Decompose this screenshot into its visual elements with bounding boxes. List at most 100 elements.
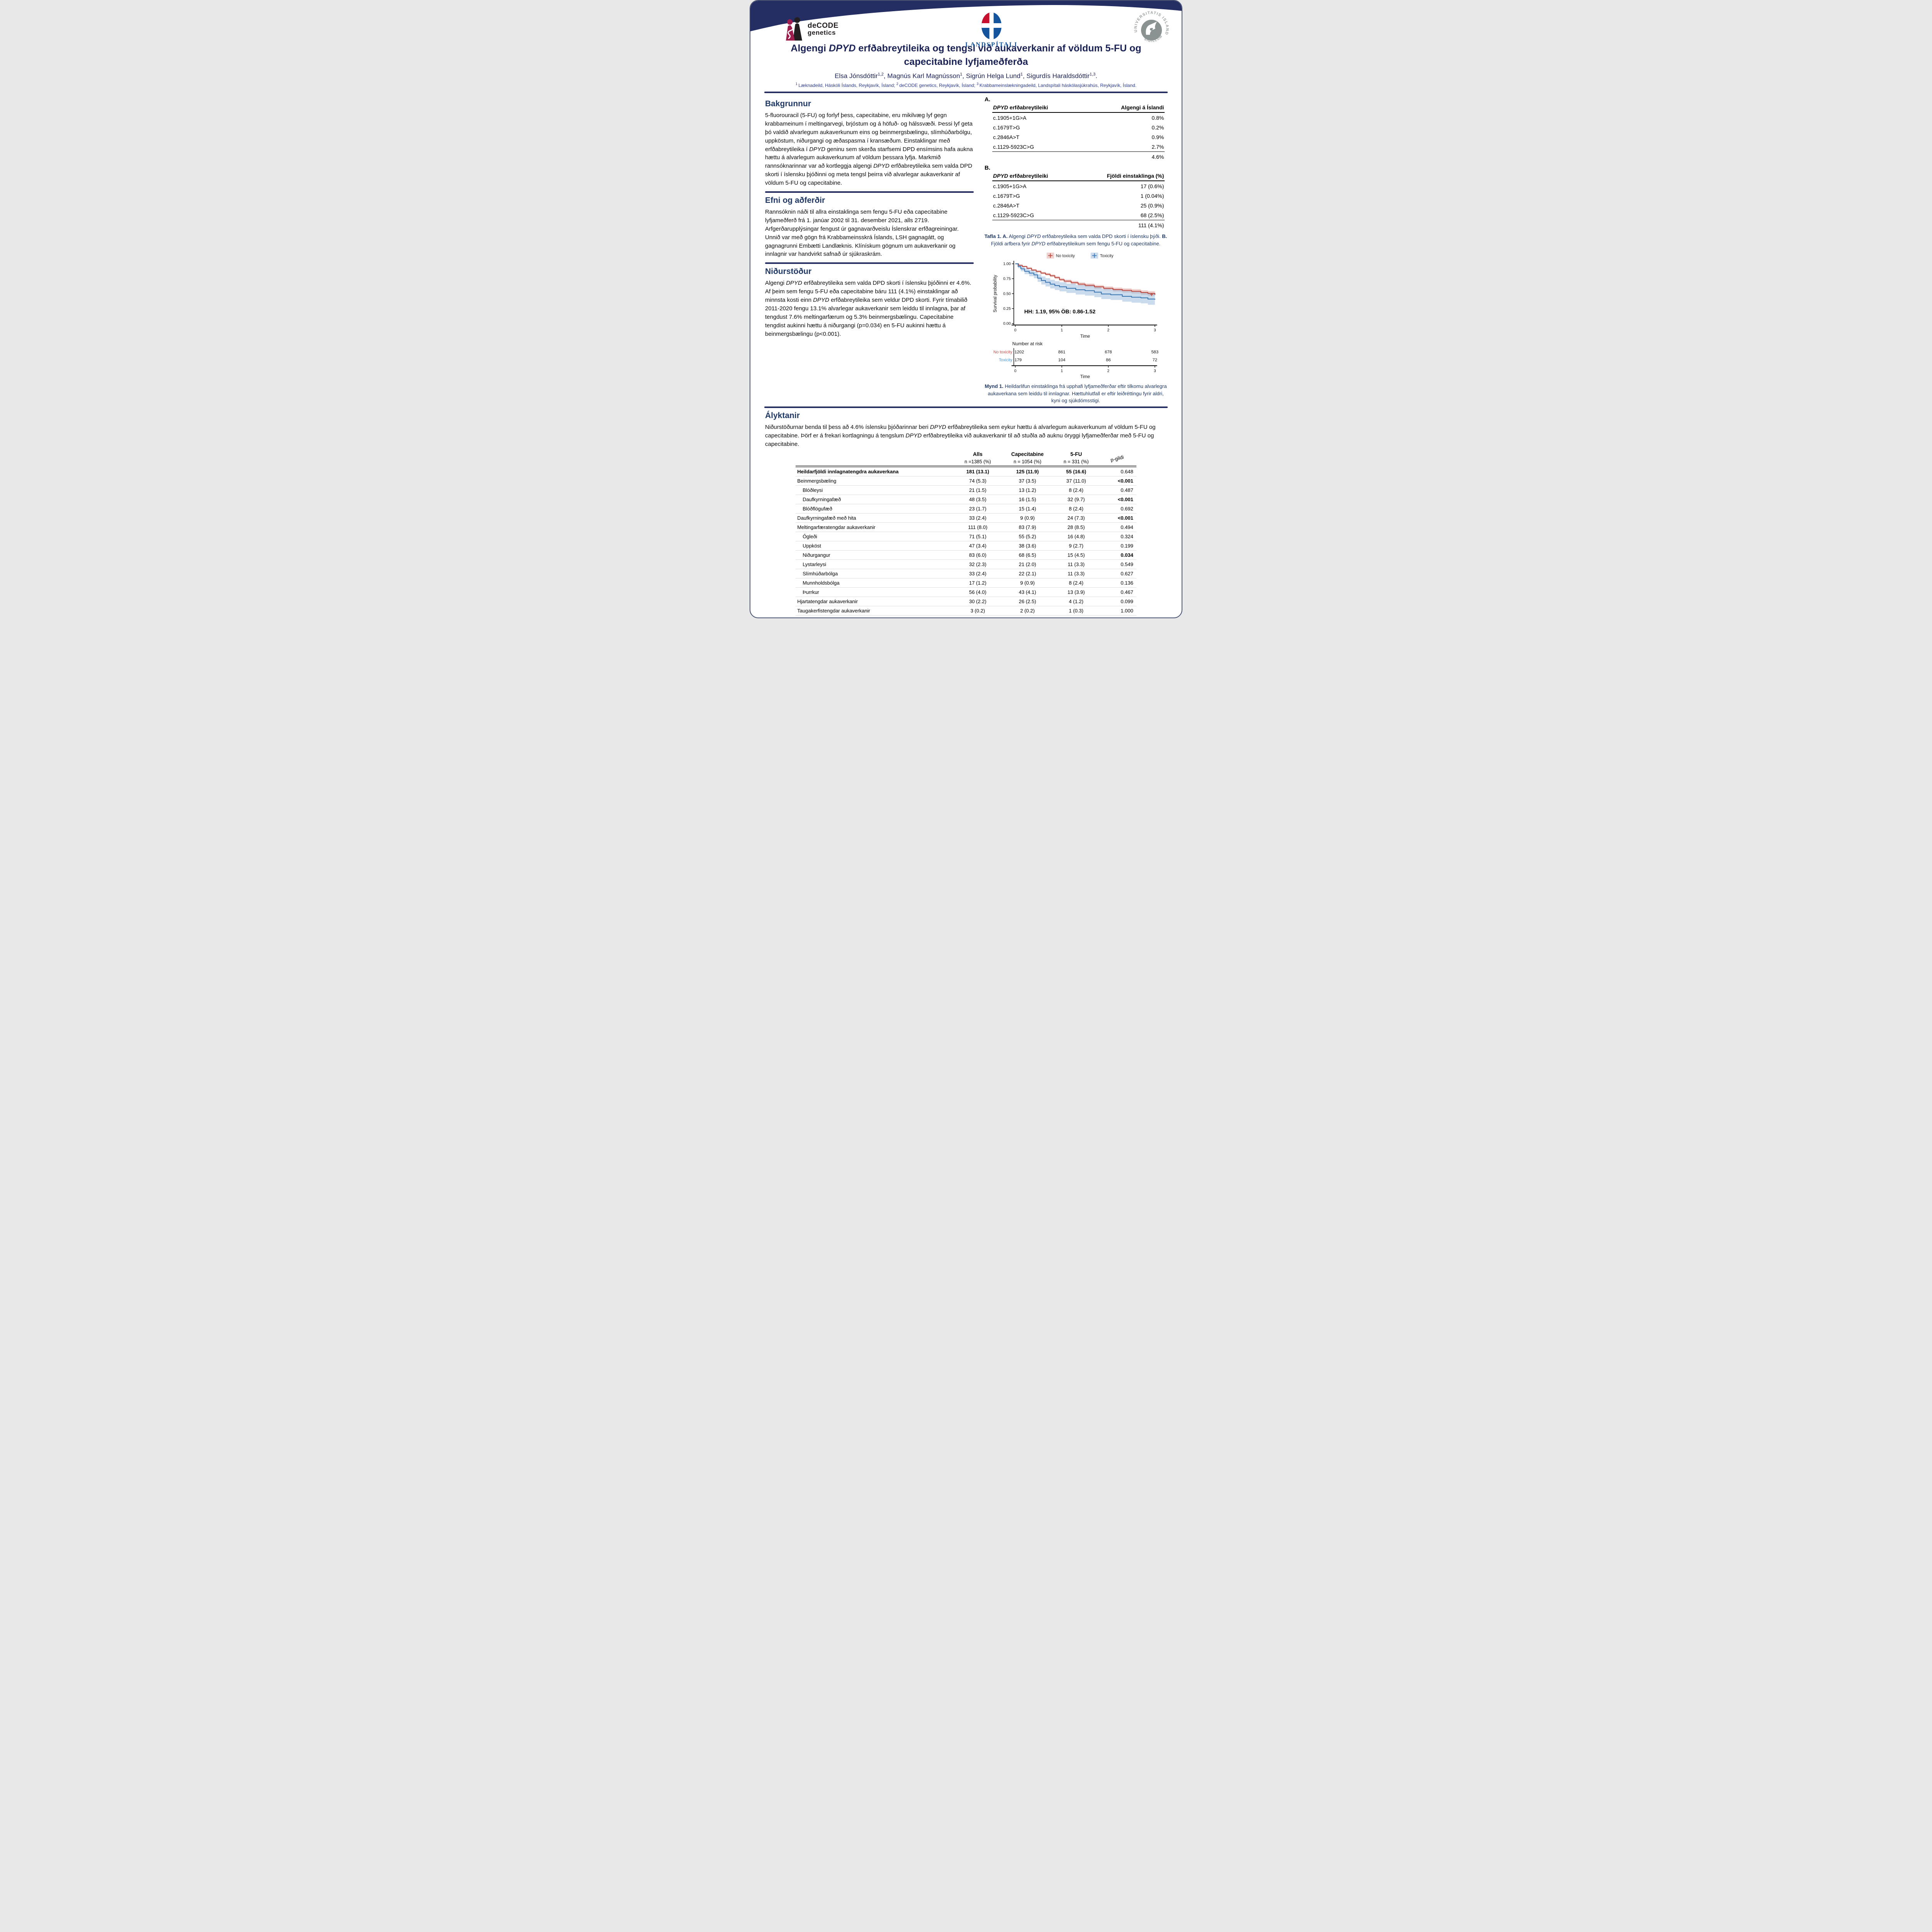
table-row: c.1129-5923C>G 68 (2.5%) <box>992 210 1165 220</box>
capecitabine-cell: 26 (2.5) <box>1019 598 1036 604</box>
svg-text:0: 0 <box>1014 369 1017 373</box>
capecitabine-cell: 9 (0.9) <box>1020 515 1035 521</box>
alls-cell: 71 (5.1) <box>969 533 986 539</box>
table-row: c.2846A>T 25 (0.9%) <box>992 201 1165 210</box>
pvalue-cell: 0.136 <box>1121 580 1133 586</box>
fu-cell: 28 (8.5) <box>1067 524 1085 530</box>
pvalue-cell: <0.001 <box>1117 515 1133 521</box>
empty-cell <box>992 151 1089 162</box>
km-figure: No toxicity Toxicity 1.00 0.75 0.50 0.25 0.00 0… <box>983 250 1168 381</box>
svg-text:No toxicity: No toxicity <box>1056 253 1075 258</box>
divider <box>764 92 1168 93</box>
value-cell: 0.9% <box>1151 134 1164 140</box>
table-a-header-value: Algengi á Íslandi <box>1088 103 1165 113</box>
table-row: Lystarleysi 32 (2.3) 21 (2.0) 11 (3.3) 0.549 <box>796 560 1136 569</box>
capecitabine-cell: 83 (7.9) <box>1019 524 1036 530</box>
pvalue-cell: <0.001 <box>1117 496 1133 502</box>
divider <box>765 262 974 264</box>
svg-text:Survival probability: Survival probability <box>993 275 998 312</box>
table-row: Blóðleysi 21 (1.5) 13 (1.2) 8 (2.4) 0.487 <box>796 485 1136 495</box>
row-label-cell: Daufkyrningafæð með hita <box>797 515 856 521</box>
variant-cell: c.1129-5923C>G <box>993 212 1034 218</box>
alls-cell: 17 (1.2) <box>969 580 986 586</box>
alls-cell: 47 (3.4) <box>969 543 986 549</box>
value-cell: 0.2% <box>1151 124 1164 131</box>
row-label-cell: Daufkyrningafæð <box>803 496 841 502</box>
kaplan-meier-chart: No toxicity Toxicity1.000.750.500.250.000… <box>993 252 1159 379</box>
pvalue-cell: 0.034 <box>1121 552 1133 558</box>
section-paragraph: Rannsóknin náði til allra einstaklinga s… <box>765 209 959 258</box>
pvalue-cell: 0.627 <box>1121 570 1133 577</box>
pvalue-cell: 0.099 <box>1121 598 1133 604</box>
fu-cell: 55 (16.6) <box>1066 468 1087 474</box>
alls-cell: 33 (2.4) <box>969 515 986 521</box>
section-paragraph: Algengi DPYD erfðabreytileika sem valda … <box>765 280 971 337</box>
pvalue-cell: 0.467 <box>1121 589 1133 595</box>
alls-cell: 48 (3.5) <box>969 496 986 502</box>
svg-text:2: 2 <box>1107 328 1110 332</box>
section-heading: Efni og aðferðir <box>765 196 825 205</box>
pvalue-cell: 0.199 <box>1121 543 1133 549</box>
table-b-header-variant: DPYD erfðabreytileiki <box>992 172 1077 181</box>
row-label-cell: Beinmergsbæling <box>797 478 837 484</box>
fu-cell: 37 (11.0) <box>1066 478 1086 484</box>
svg-text:86: 86 <box>1106 357 1111 362</box>
empty-cell <box>992 220 1077 230</box>
table2-header-pvalue: p-gildi <box>1097 451 1136 467</box>
table-row: c.1905+1G>A 17 (0.6%) <box>992 181 1165 191</box>
alls-cell: 30 (2.2) <box>969 598 986 604</box>
section-alyktanir: Ályktanir Niðurstöðurnar benda til þess … <box>750 411 1182 449</box>
section-heading: Bakgrunnur <box>765 99 811 108</box>
pvalue-cell: 0.363 <box>1098 615 1136 617</box>
svg-text:1: 1 <box>1061 328 1063 332</box>
svg-text:583: 583 <box>1151 350 1159 354</box>
fu-cell: 32 (9.7) <box>1067 496 1085 502</box>
total-value-cell: 111 (4.1%) <box>1077 220 1165 230</box>
alls-cell: 21 (1.5) <box>969 487 986 493</box>
variant-cell: c.1905+1G>A <box>993 114 1027 121</box>
section-nidurstodur: Niðurstöður Algengi DPYD erfðabreytileik… <box>765 267 974 338</box>
table-row: Beinmergsbæling 74 (5.3) 37 (3.5) 37 (11.0)… <box>796 476 1136 485</box>
alls-cell: 3 (0.2) <box>970 607 985 614</box>
row-label-cell: Lystarleysi <box>803 561 827 567</box>
table-b: DPYD erfðabreytileiki Fjöldi einstakling… <box>992 172 1165 230</box>
table-row: c.2846A>T 0.9% <box>992 132 1165 142</box>
capecitabine-cell: 38 (3.6) <box>1019 543 1036 549</box>
section-efni-og-adferdir: Efni og aðferðir Rannsóknin náði til all… <box>765 196 974 259</box>
total-value-cell: 4.6% <box>1088 151 1165 162</box>
table-row: Blóðflögufæð 23 (1.7) 15 (1.4) 8 (2.4) 0.692 <box>796 504 1136 513</box>
table-row: Munnholdsbólga 17 (1.2) 9 (0.9) 8 (2.4) 0.13… <box>796 578 1136 587</box>
svg-text:Number at risk: Number at risk <box>1012 341 1043 346</box>
table2-header-5fu: 5-FU n = 331 (%) <box>1054 451 1098 467</box>
svg-text:Toxicity: Toxicity <box>999 357 1012 362</box>
fu-cell: 1 (0.3) <box>1069 607 1083 614</box>
table-row: Þurrkur 56 (4.0) 43 (4.1) 13 (3.9) 0.467 <box>796 587 1136 597</box>
variant-cell: c.1905+1G>A <box>993 183 1027 189</box>
value-cell: 17 (0.6%) <box>1140 183 1164 189</box>
row-label-cell: Heildarfjöldi innlagnatengdra aukaverkan… <box>797 468 899 474</box>
pvalue-cell: 0.648 <box>1121 468 1133 474</box>
table-row: Daufkyrningafæð með hita 33 (2.4) 9 (0.9) 2… <box>796 513 1136 522</box>
table-total-row: 111 (4.1%) <box>992 220 1165 230</box>
variant-cell: c.1679T>G <box>993 192 1020 199</box>
section-heading: Ályktanir <box>765 411 800 420</box>
section-paragraph: Niðurstöðurnar benda til þess að 4.6% ís… <box>765 424 1156 447</box>
row-label-cell: Munnholdsbólga <box>803 580 840 586</box>
landspitali-cross-icon <box>981 12 1002 39</box>
table-a-label: A. <box>985 96 990 103</box>
capecitabine-cell: 9 (0.9) <box>1020 580 1035 586</box>
table2-header-empty <box>796 451 955 467</box>
row-label-cell: Meltingarfæratengdar aukaverkanir <box>797 524 876 530</box>
pvalue-cell: 0.549 <box>1121 561 1133 567</box>
table-header-row: DPYD erfðabreytileiki Fjöldi einstakling… <box>992 172 1165 181</box>
table-row: c.1679T>G 0.2% <box>992 122 1165 132</box>
svg-text:1: 1 <box>1061 369 1063 373</box>
landspitali-logo: LANDSPÍTALI <box>965 12 1018 48</box>
mynd1-caption: Mynd 1. Heildarlifun einstaklinga frá up… <box>985 383 1167 404</box>
alls-cell: 83 (6.0) <box>969 552 986 558</box>
alls-cell: 181 (13.1) <box>966 468 989 474</box>
authors: Elsa Jónsdóttir1,2, Magnús Karl Magnússo… <box>835 72 1097 80</box>
table-row: Daufkyrningafæð 48 (3.5) 16 (1.5) 32 (9.7) <… <box>796 495 1136 504</box>
svg-text:104: 104 <box>1058 357 1066 362</box>
svg-text:1.00: 1.00 <box>1003 262 1011 266</box>
